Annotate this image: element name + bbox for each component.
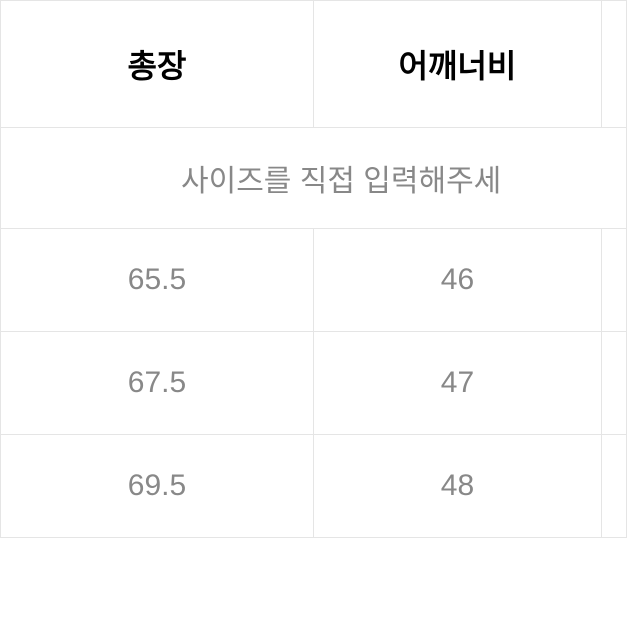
cell-total-length: 65.5 <box>1 229 314 332</box>
cell-total-length: 69.5 <box>1 435 314 538</box>
cell-total-length: 67.5 <box>1 332 314 435</box>
size-table: 총장 어깨너비 사이즈를 직접 입력해주세 65.5 46 67.5 47 69… <box>0 0 627 538</box>
info-text-cell: 사이즈를 직접 입력해주세 <box>1 128 627 229</box>
cell-extra <box>601 332 626 435</box>
column-header-shoulder-width: 어깨너비 <box>314 1 602 128</box>
info-row: 사이즈를 직접 입력해주세 <box>1 128 627 229</box>
cell-extra <box>601 229 626 332</box>
cell-shoulder-width: 46 <box>314 229 602 332</box>
column-header-total-length: 총장 <box>1 1 314 128</box>
column-header-extra <box>601 1 626 128</box>
cell-shoulder-width: 47 <box>314 332 602 435</box>
cell-extra <box>601 435 626 538</box>
table-row: 69.5 48 <box>1 435 627 538</box>
size-table-container: 총장 어깨너비 사이즈를 직접 입력해주세 65.5 46 67.5 47 69… <box>0 0 627 627</box>
table-row: 67.5 47 <box>1 332 627 435</box>
cell-shoulder-width: 48 <box>314 435 602 538</box>
table-row: 65.5 46 <box>1 229 627 332</box>
table-header-row: 총장 어깨너비 <box>1 1 627 128</box>
